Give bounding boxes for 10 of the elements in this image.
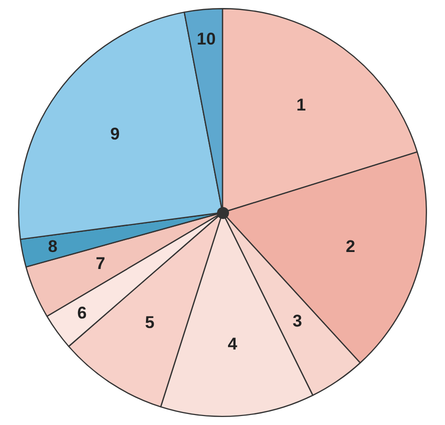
slice-label: 5 [145,312,154,332]
slice-label: 9 [110,124,120,144]
slice-label: 10 [196,30,216,49]
slice-label: 4 [228,334,238,354]
slice-label: 8 [48,236,58,256]
slice-label: 3 [292,312,302,331]
slice-label: 1 [296,95,306,114]
slice-label: 2 [346,236,356,256]
slice-label: 6 [77,304,87,323]
slice-label: 7 [96,254,106,274]
